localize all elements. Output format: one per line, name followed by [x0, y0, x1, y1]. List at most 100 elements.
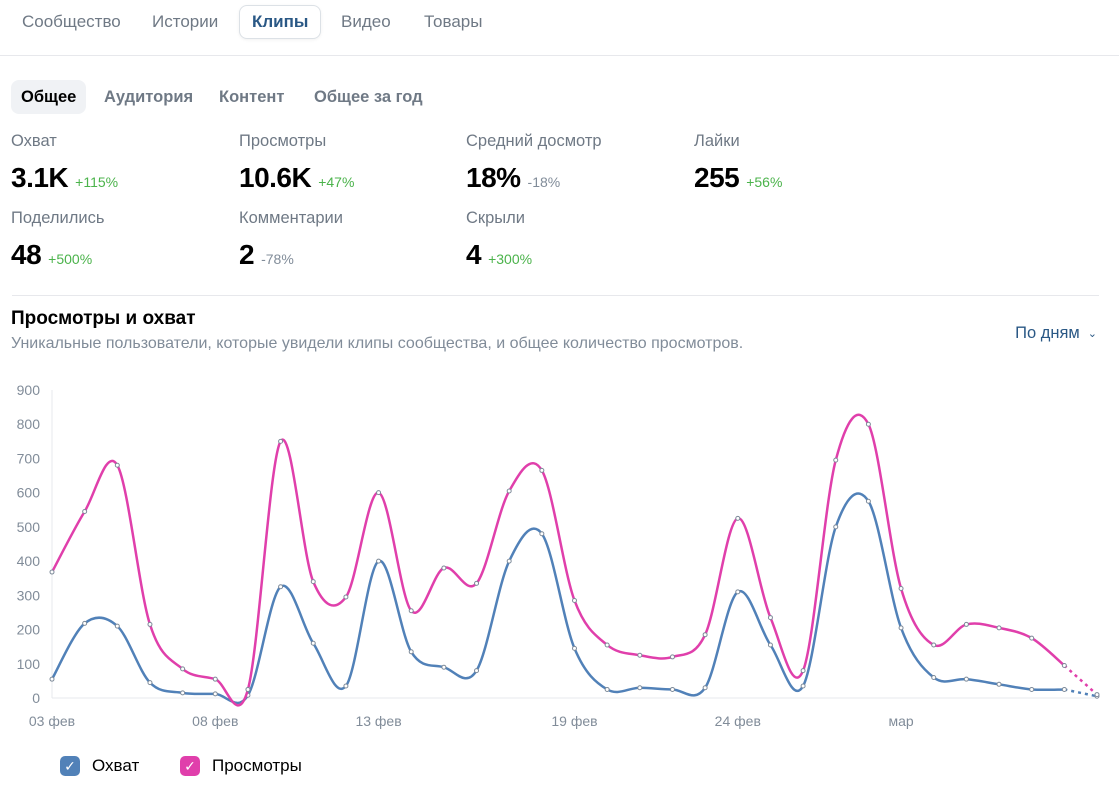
metric-label: Просмотры	[239, 132, 327, 150]
data-point	[1061, 686, 1067, 692]
tab-stories[interactable]: Истории	[152, 12, 219, 31]
legend-item-reach[interactable]: ✓ Охват	[60, 756, 139, 776]
tab-community[interactable]: Сообщество	[22, 12, 121, 31]
data-point	[212, 691, 218, 697]
data-point	[604, 686, 610, 692]
legend-label: Просмотры	[212, 756, 302, 775]
series-line-views	[50, 413, 1066, 707]
data-point	[996, 681, 1002, 687]
data-point	[604, 642, 610, 648]
data-point	[539, 531, 545, 537]
metric-delta: +56%	[746, 174, 783, 190]
check-icon: ✓	[60, 756, 80, 776]
data-point	[637, 652, 643, 658]
metric-hidden: Скрыли 4 +300%	[466, 207, 532, 270]
data-point	[343, 683, 349, 689]
data-point	[963, 676, 969, 682]
metric-value: 4	[466, 239, 482, 270]
series-line-reach	[50, 492, 1065, 705]
data-point	[1029, 686, 1035, 692]
metric-value: 18%	[466, 162, 521, 193]
data-point	[49, 676, 55, 682]
top-navigation: Сообщество Истории Клипы Видео Товары	[0, 0, 1119, 56]
period-label: По дням	[1015, 324, 1080, 342]
metric-comments: Комментарии 2 -78%	[239, 207, 343, 270]
tab-goods[interactable]: Товары	[424, 12, 483, 31]
data-point	[1094, 692, 1100, 698]
metric-label: Средний досмотр	[466, 132, 602, 150]
metric-shares: Поделились 48 +500%	[11, 207, 105, 270]
y-tick-label: 800	[17, 416, 41, 432]
data-point	[441, 664, 447, 670]
data-point	[637, 685, 643, 691]
data-point	[441, 565, 447, 571]
data-point	[539, 467, 545, 473]
chart-title: Просмотры и охват	[11, 308, 196, 329]
data-point	[49, 569, 55, 575]
y-tick-label: 200	[17, 622, 41, 638]
data-point	[82, 620, 88, 626]
metric-delta: -18%	[527, 174, 561, 190]
data-point	[865, 498, 871, 504]
metric-label: Поделились	[11, 209, 105, 227]
data-point	[996, 625, 1002, 631]
data-point	[735, 515, 741, 521]
y-tick-label: 0	[32, 690, 40, 706]
metric-label: Комментарии	[239, 209, 343, 227]
metric-value: 2	[239, 239, 255, 270]
data-point	[963, 621, 969, 627]
data-point	[1061, 662, 1067, 668]
y-tick-label: 700	[17, 450, 41, 466]
data-point	[1029, 635, 1035, 641]
data-point	[669, 654, 675, 660]
chevron-down-icon: ⌄	[1087, 328, 1097, 340]
period-selector[interactable]: По дням ⌄	[1015, 324, 1097, 343]
subtab-general[interactable]: Общее	[11, 80, 87, 114]
metric-likes: Лайки 255 +56%	[694, 130, 783, 193]
data-point	[408, 649, 414, 655]
metric-value: 10.6K	[239, 162, 312, 193]
series-projection-reach	[1064, 688, 1098, 698]
data-point	[572, 645, 577, 651]
x-tick-label: мар	[888, 713, 913, 729]
x-tick-label: 24 фев	[715, 713, 761, 729]
y-tick-label: 100	[17, 656, 41, 672]
data-point	[702, 685, 708, 691]
y-tick-label: 300	[17, 587, 41, 603]
data-point	[310, 640, 316, 646]
data-point	[767, 615, 773, 621]
x-tick-label: 19 фев	[551, 713, 597, 729]
data-point	[506, 488, 512, 494]
data-point	[931, 642, 937, 648]
data-point	[147, 621, 153, 627]
y-tick-label: 900	[17, 382, 41, 398]
data-point	[833, 524, 839, 530]
x-tick-label: 03 фев	[29, 713, 75, 729]
data-point	[833, 457, 839, 463]
tab-video[interactable]: Видео	[341, 12, 391, 31]
data-point	[114, 462, 120, 468]
subtab-audience[interactable]: Аудитория	[104, 88, 194, 106]
metric-value: 3.1K	[11, 162, 69, 193]
legend-item-views[interactable]: ✓ Просмотры	[180, 756, 302, 776]
chart-subtitle: Уникальные пользователи, которые увидели…	[11, 335, 744, 352]
data-point	[506, 558, 512, 564]
data-point	[931, 674, 937, 680]
data-point	[278, 584, 284, 590]
legend-label: Охват	[92, 756, 140, 775]
metric-reach: Охват 3.1K +115%	[11, 130, 118, 193]
subtab-content[interactable]: Контент	[219, 88, 285, 106]
metric-label: Скрыли	[466, 209, 526, 227]
tab-clips[interactable]: Клипы	[239, 5, 322, 39]
data-point	[82, 508, 88, 514]
data-point	[572, 597, 577, 603]
metric-views: Просмотры 10.6K +47%	[239, 130, 354, 193]
y-tick-label: 500	[17, 519, 41, 535]
data-point	[278, 438, 284, 444]
data-point	[474, 668, 480, 674]
data-point	[147, 680, 153, 686]
subtab-year-total[interactable]: Общее за год	[314, 88, 423, 106]
data-point	[245, 686, 251, 692]
data-point	[898, 585, 904, 591]
metric-value: 48	[11, 239, 42, 270]
